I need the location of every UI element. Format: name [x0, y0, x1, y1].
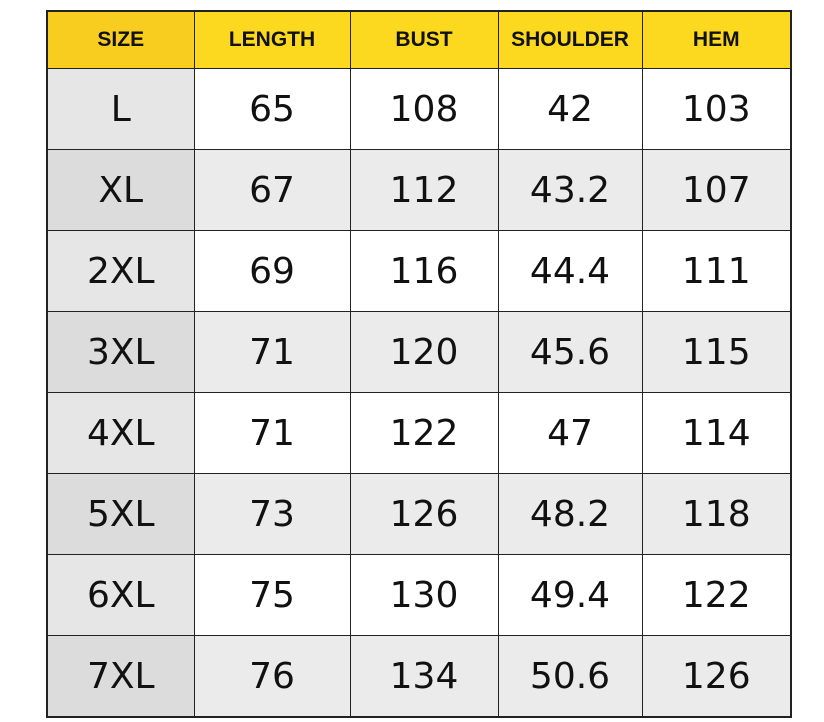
table-row: 4XL 71 122 47 114 — [46, 392, 792, 474]
measurement-cell: 112 — [349, 149, 499, 231]
measurement-cell: 73 — [193, 473, 351, 555]
measurement-cell: 67 — [193, 149, 351, 231]
table-row: 6XL 75 130 49.4 122 — [46, 554, 792, 636]
size-cell: 2XL — [46, 230, 195, 312]
size-cell: XL — [46, 149, 195, 231]
table-row: 3XL 71 120 45.6 115 — [46, 311, 792, 393]
header-row: SIZE LENGTH BUST SHOULDER HEM — [46, 10, 792, 69]
measurement-cell: 122 — [349, 392, 499, 474]
measurement-cell: 107 — [641, 149, 792, 231]
measurement-cell: 114 — [641, 392, 792, 474]
measurement-cell: 43.2 — [497, 149, 643, 231]
measurement-cell: 103 — [641, 68, 792, 150]
measurement-cell: 45.6 — [497, 311, 643, 393]
table-row: 2XL 69 116 44.4 111 — [46, 230, 792, 312]
size-cell: 6XL — [46, 554, 195, 636]
size-cell: 3XL — [46, 311, 195, 393]
measurement-cell: 126 — [349, 473, 499, 555]
measurement-cell: 116 — [349, 230, 499, 312]
measurement-cell: 120 — [349, 311, 499, 393]
measurement-cell: 48.2 — [497, 473, 643, 555]
measurement-cell: 49.4 — [497, 554, 643, 636]
measurement-cell: 111 — [641, 230, 792, 312]
table-row: 5XL 73 126 48.2 118 — [46, 473, 792, 555]
measurement-cell: 76 — [193, 635, 351, 718]
table-row: 7XL 76 134 50.6 126 — [46, 635, 792, 718]
measurement-cell: 71 — [193, 392, 351, 474]
measurement-cell: 50.6 — [497, 635, 643, 718]
measurement-cell: 42 — [497, 68, 643, 150]
column-header-bust: BUST — [349, 10, 499, 69]
measurement-cell: 71 — [193, 311, 351, 393]
size-cell: 4XL — [46, 392, 195, 474]
column-header-length: LENGTH — [193, 10, 351, 69]
measurement-cell: 126 — [641, 635, 792, 718]
table-row: L 65 108 42 103 — [46, 68, 792, 150]
measurement-cell: 108 — [349, 68, 499, 150]
measurement-cell: 47 — [497, 392, 643, 474]
table-row: XL 67 112 43.2 107 — [46, 149, 792, 231]
measurement-cell: 75 — [193, 554, 351, 636]
measurement-cell: 122 — [641, 554, 792, 636]
size-cell: L — [46, 68, 195, 150]
size-cell: 5XL — [46, 473, 195, 555]
measurement-cell: 44.4 — [497, 230, 643, 312]
column-header-hem: HEM — [641, 10, 792, 69]
column-header-size: SIZE — [46, 10, 195, 69]
size-chart-table: SIZE LENGTH BUST SHOULDER HEM L 65 108 42 103 XL 6… — [46, 10, 792, 718]
measurement-cell: 115 — [641, 311, 792, 393]
measurement-cell: 65 — [193, 68, 351, 150]
measurement-cell: 118 — [641, 473, 792, 555]
size-cell: 7XL — [46, 635, 195, 718]
measurement-cell: 134 — [349, 635, 499, 718]
measurement-cell: 69 — [193, 230, 351, 312]
column-header-shoulder: SHOULDER — [497, 10, 643, 69]
measurement-cell: 130 — [349, 554, 499, 636]
